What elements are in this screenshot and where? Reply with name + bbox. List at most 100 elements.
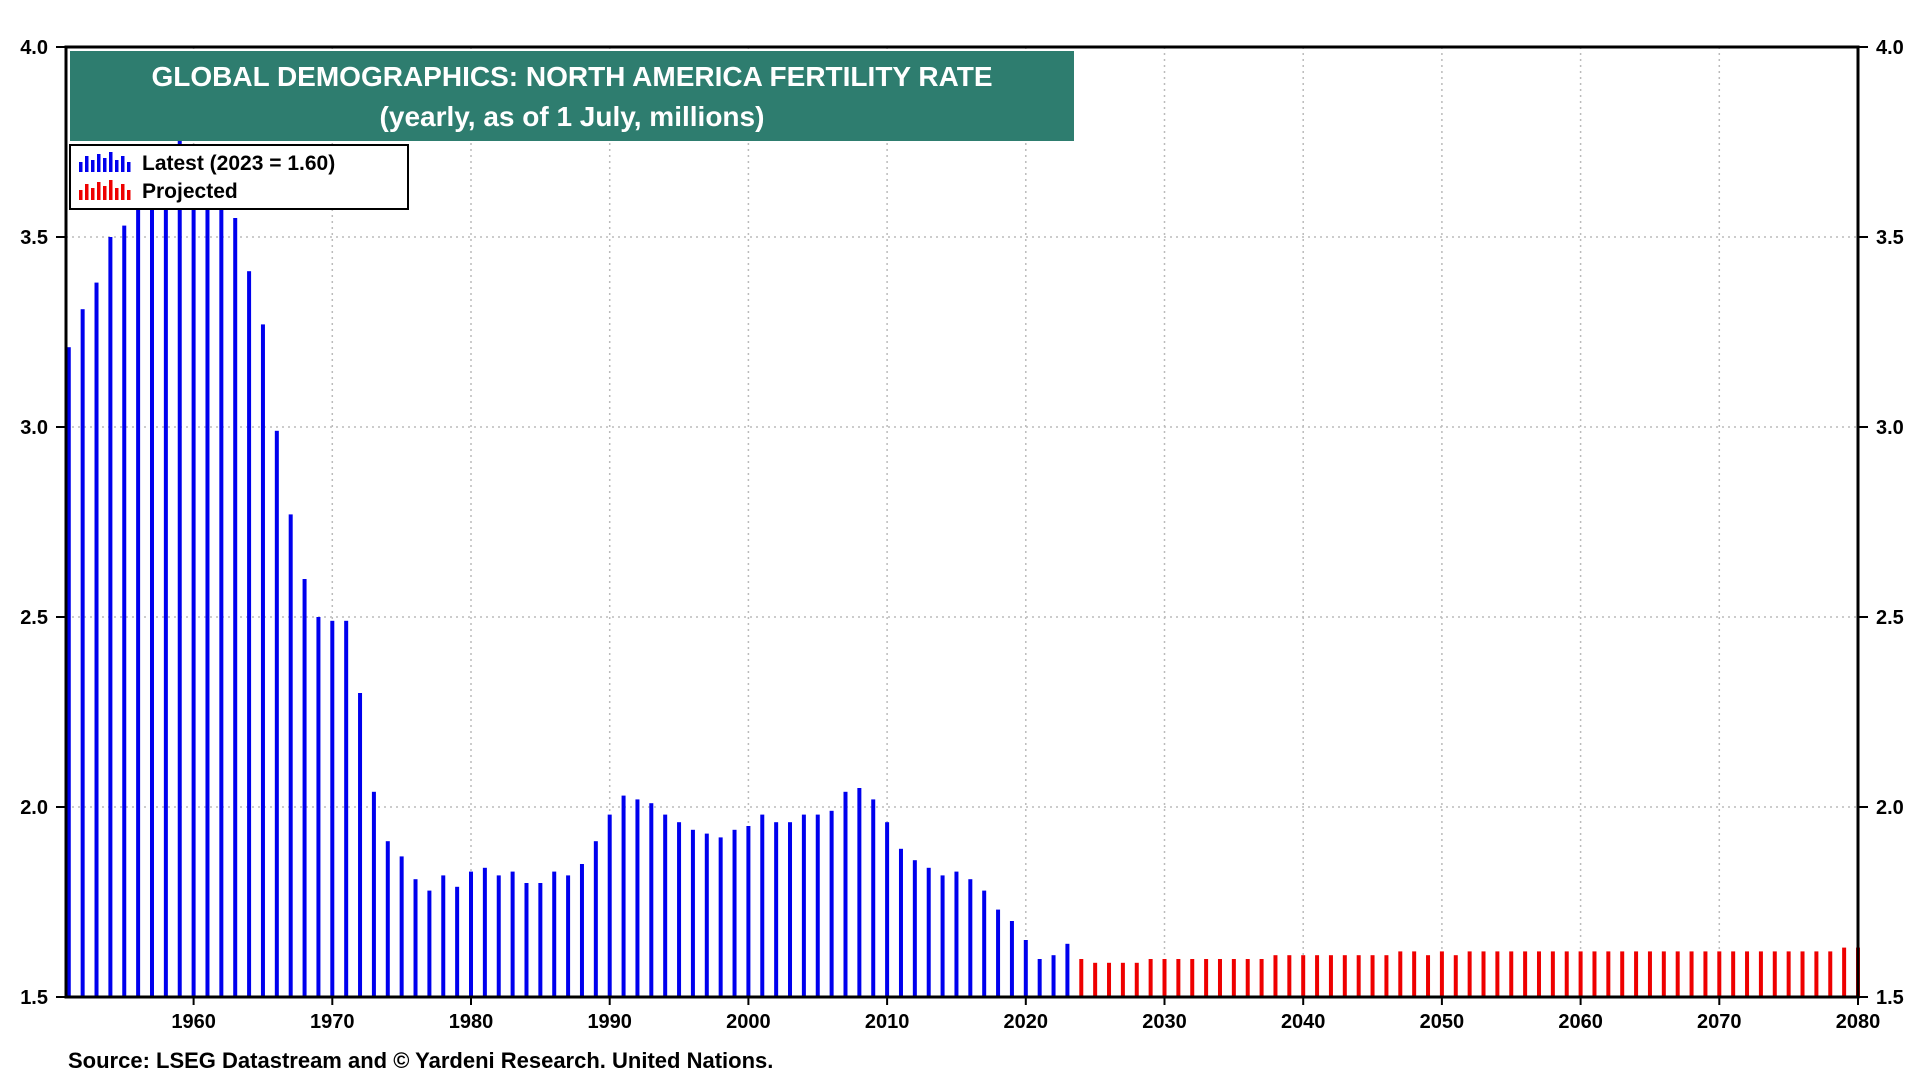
bar [1758, 951, 1763, 997]
bar [1356, 955, 1361, 997]
bar [219, 183, 224, 998]
bar [1134, 962, 1139, 997]
axis-ticks: 1.5 1.5 2.0 2.0 2.5 2.5 3.0 3.0 3.5 3.5 4.0 4.0 1960… [20, 37, 1904, 1033]
bar [968, 879, 973, 997]
bar [80, 309, 85, 997]
bar [177, 138, 182, 997]
bar [1245, 959, 1250, 997]
bar [288, 514, 293, 997]
x-tick-label: 2080 [1836, 1011, 1881, 1033]
bar [1079, 959, 1084, 997]
y-tick-label-right: 3.5 [1876, 227, 1904, 249]
bar [1523, 951, 1528, 997]
bar [649, 803, 654, 997]
bar [954, 871, 959, 997]
bar [1342, 955, 1347, 997]
bar [191, 145, 196, 998]
bar [1606, 951, 1611, 997]
legend-swatch-bar [85, 184, 89, 200]
x-tick-label: 1980 [449, 1011, 494, 1033]
bar [1745, 951, 1750, 997]
y-tick-label-left: 2.5 [20, 607, 48, 629]
bar [1412, 951, 1417, 997]
legend-swatch-bar [127, 190, 131, 200]
x-tick-label: 2030 [1142, 1011, 1187, 1033]
bar [1634, 951, 1639, 997]
legend-label-latest: Latest (2023 = 1.60) [142, 152, 335, 175]
bar [1120, 962, 1125, 997]
bar [843, 791, 848, 997]
bar [1093, 962, 1098, 997]
legend-swatch-bar [115, 188, 119, 200]
bar [441, 875, 446, 997]
legend-swatch-bar [109, 152, 113, 172]
bar [1287, 955, 1292, 997]
bar [316, 617, 321, 997]
bar [1051, 955, 1056, 997]
bar [1453, 955, 1458, 997]
bar [163, 149, 168, 998]
bar [815, 814, 820, 997]
legend-swatch-bar [103, 186, 107, 200]
bar [1814, 951, 1819, 997]
bar [149, 168, 154, 998]
bar [274, 430, 279, 997]
bar [1037, 959, 1042, 997]
legend-swatch-bar [115, 160, 119, 172]
legend-swatch-bar [103, 158, 107, 172]
bar [524, 883, 529, 997]
bar [1592, 951, 1597, 997]
bar [1772, 951, 1777, 997]
x-tick-label: 2010 [865, 1011, 910, 1033]
x-tick-label: 2000 [726, 1011, 771, 1033]
bar [455, 886, 460, 997]
y-tick-label-right: 2.0 [1876, 797, 1904, 819]
bar [801, 814, 806, 997]
bar [344, 620, 349, 997]
bar [136, 191, 141, 997]
bar [358, 693, 363, 997]
x-tick-label: 2070 [1697, 1011, 1742, 1033]
bar [399, 856, 404, 997]
x-tick-label: 1990 [587, 1011, 632, 1033]
bar [940, 875, 945, 997]
bar [788, 822, 793, 997]
bar [302, 579, 307, 997]
bar [635, 799, 640, 997]
bar [1204, 959, 1209, 997]
bar [1176, 959, 1181, 997]
bar [482, 867, 487, 997]
y-tick-label-left: 3.0 [20, 417, 48, 439]
bar [1675, 951, 1680, 997]
bar [732, 829, 737, 997]
bar [1384, 955, 1389, 997]
bar [1703, 951, 1708, 997]
bar [1717, 951, 1722, 997]
bar [871, 799, 876, 997]
bar [912, 860, 917, 997]
bar [1315, 955, 1320, 997]
bar [621, 795, 626, 997]
legend-swatch-bar [109, 180, 113, 200]
bar [774, 822, 779, 997]
legend-swatch-bar [121, 184, 125, 200]
bar [566, 875, 571, 997]
bar [552, 871, 557, 997]
bar [1273, 955, 1278, 997]
bars [66, 138, 1860, 998]
bar [1328, 955, 1333, 997]
legend-swatch-bar [97, 154, 101, 172]
bar [1301, 955, 1306, 997]
bar [982, 890, 987, 997]
plot-frame [64, 45, 1860, 999]
bar [1009, 921, 1014, 997]
legend-swatch-bar [127, 162, 131, 172]
bar [718, 837, 723, 997]
bar [607, 814, 612, 997]
title-background [70, 51, 1074, 141]
bar [413, 879, 418, 997]
bar [1689, 951, 1694, 997]
bar [1536, 951, 1541, 997]
